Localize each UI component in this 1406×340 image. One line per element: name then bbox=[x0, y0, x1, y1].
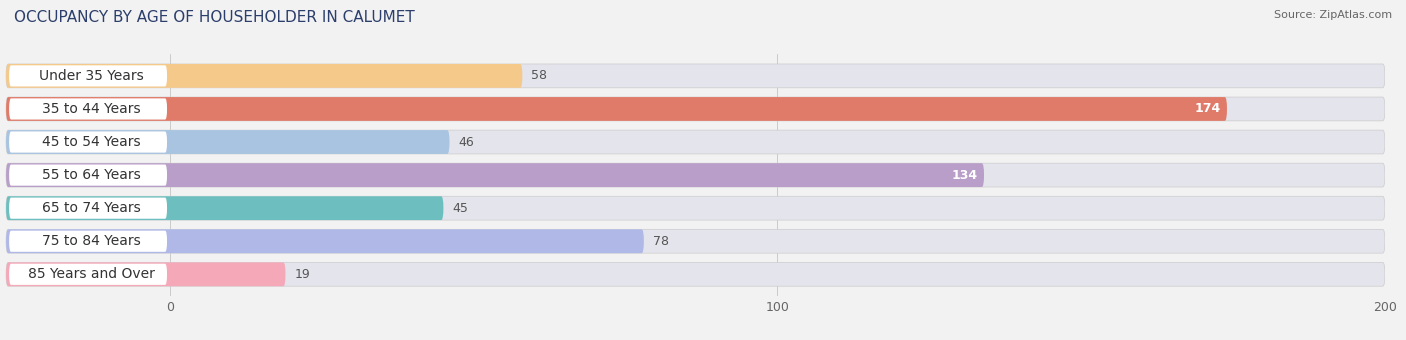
Text: 78: 78 bbox=[652, 235, 669, 248]
Text: 75 to 84 Years: 75 to 84 Years bbox=[42, 234, 141, 248]
FancyBboxPatch shape bbox=[8, 98, 167, 120]
Text: 46: 46 bbox=[458, 136, 474, 149]
FancyBboxPatch shape bbox=[6, 64, 1385, 88]
FancyBboxPatch shape bbox=[8, 198, 167, 219]
FancyBboxPatch shape bbox=[6, 97, 1227, 121]
FancyBboxPatch shape bbox=[6, 163, 984, 187]
FancyBboxPatch shape bbox=[8, 165, 167, 186]
Text: 19: 19 bbox=[295, 268, 311, 281]
FancyBboxPatch shape bbox=[6, 163, 1385, 187]
FancyBboxPatch shape bbox=[6, 97, 1385, 121]
Text: OCCUPANCY BY AGE OF HOUSEHOLDER IN CALUMET: OCCUPANCY BY AGE OF HOUSEHOLDER IN CALUM… bbox=[14, 10, 415, 25]
FancyBboxPatch shape bbox=[6, 130, 450, 154]
Text: 174: 174 bbox=[1195, 102, 1220, 116]
FancyBboxPatch shape bbox=[8, 65, 167, 86]
Text: 55 to 64 Years: 55 to 64 Years bbox=[42, 168, 141, 182]
Text: Under 35 Years: Under 35 Years bbox=[39, 69, 143, 83]
Text: 65 to 74 Years: 65 to 74 Years bbox=[42, 201, 141, 215]
FancyBboxPatch shape bbox=[6, 196, 1385, 220]
FancyBboxPatch shape bbox=[8, 132, 167, 153]
Text: 45 to 54 Years: 45 to 54 Years bbox=[42, 135, 141, 149]
Text: Source: ZipAtlas.com: Source: ZipAtlas.com bbox=[1274, 10, 1392, 20]
FancyBboxPatch shape bbox=[8, 231, 167, 252]
Text: 85 Years and Over: 85 Years and Over bbox=[28, 267, 155, 281]
Text: 58: 58 bbox=[531, 69, 547, 82]
Text: 35 to 44 Years: 35 to 44 Years bbox=[42, 102, 141, 116]
FancyBboxPatch shape bbox=[6, 262, 1385, 286]
Text: 45: 45 bbox=[453, 202, 468, 215]
FancyBboxPatch shape bbox=[6, 262, 285, 286]
Text: 134: 134 bbox=[952, 169, 979, 182]
FancyBboxPatch shape bbox=[6, 230, 644, 253]
FancyBboxPatch shape bbox=[6, 196, 443, 220]
FancyBboxPatch shape bbox=[8, 264, 167, 285]
FancyBboxPatch shape bbox=[6, 130, 1385, 154]
FancyBboxPatch shape bbox=[6, 64, 523, 88]
FancyBboxPatch shape bbox=[6, 230, 1385, 253]
